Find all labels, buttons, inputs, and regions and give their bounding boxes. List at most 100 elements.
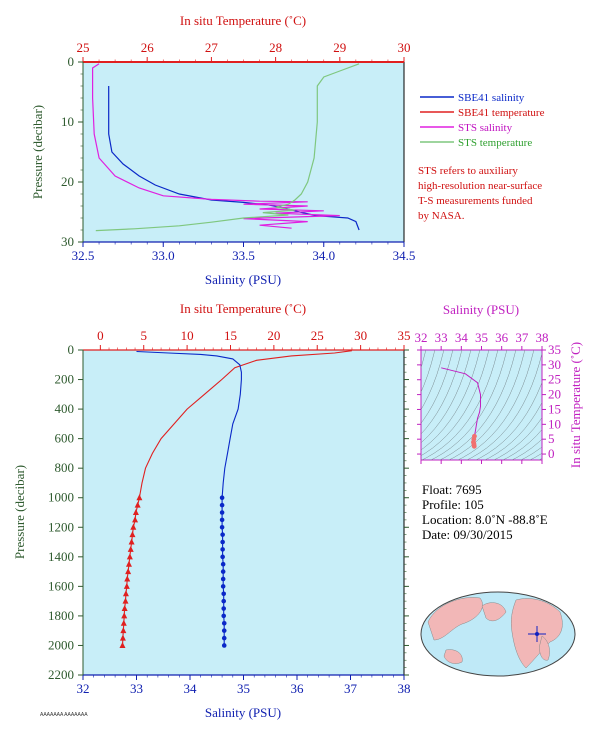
ts-salinity-tick-label: 38 — [536, 330, 549, 345]
top-salinity-tick-label: 34.5 — [393, 248, 416, 263]
note-line-4: by NASA. — [418, 210, 465, 222]
bottom-salinity-marker — [219, 510, 225, 515]
bottom-temperature-marker — [125, 568, 132, 575]
ts-isopycnal — [457, 350, 535, 460]
ts-isopycnal — [421, 350, 454, 424]
top-temperature-tick-label: 26 — [141, 40, 155, 55]
bottom-temperature-tick-label: 35 — [398, 328, 411, 343]
ts-isopycnal — [529, 452, 542, 460]
top-salinity-tick-label: 34.0 — [312, 248, 335, 263]
top-temperature-tick-label: 25 — [77, 40, 90, 55]
bottom-salinity-tick-label: 34 — [184, 681, 198, 696]
ts-temperature-tick-label: 35 — [548, 342, 561, 357]
legend-label-sbe41-salinity: SBE41 salinity — [458, 92, 525, 104]
top-pressure-tick-label: 10 — [61, 114, 74, 129]
bottom-temperature-marker — [127, 545, 134, 552]
footer-text: AAAAAAA AAAAAAA — [40, 712, 88, 718]
ts-salinity-axis-label: Salinity (PSU) — [443, 302, 519, 317]
ts-temperature-tick-label: 5 — [548, 431, 555, 446]
legend: SBE41 salinity SBE41 temperature STS sal… — [418, 92, 545, 222]
ts-salinity-tick-label: 35 — [475, 330, 488, 345]
bottom-pressure-tick-label: 800 — [55, 460, 75, 475]
bottom-temperature-axis-label: In situ Temperature (˚C) — [180, 301, 306, 316]
bottom-temperature-marker — [122, 597, 129, 604]
bottom-pressure-tick-label: 1000 — [48, 490, 74, 505]
top-plot-area — [82, 61, 405, 243]
bottom-temperature-marker — [123, 582, 130, 589]
bottom-salinity-tick-label: 33 — [130, 681, 143, 696]
top-pressure-axis-label: Pressure (decibar) — [30, 105, 45, 199]
ts-isopycnal — [421, 350, 490, 457]
bottom-salinity-marker — [219, 517, 225, 523]
top-series-sts-temperature — [95, 63, 360, 232]
bottom-salinity-marker — [220, 584, 226, 589]
profile-number: Profile: 105 — [422, 497, 484, 512]
ts-isopycnal — [421, 350, 499, 460]
ts-isopycnal — [511, 438, 542, 460]
date: Date: 09/30/2015 — [422, 527, 513, 542]
top-salinity-axis-label: Salinity (PSU) — [205, 272, 281, 287]
bottom-temperature-tick-label: 5 — [140, 328, 147, 343]
bottom-salinity-marker — [221, 598, 227, 604]
bottom-temperature-tick-label: 30 — [354, 328, 367, 343]
bottom-temperature-marker — [120, 619, 127, 626]
bottom-temperature-tick-label: 0 — [97, 328, 104, 343]
bottom-pressure-tick-label: 1600 — [48, 578, 74, 593]
top-series-sts-salinity — [91, 63, 340, 229]
ts-isopycnals — [421, 350, 542, 460]
bottom-salinity-marker — [219, 524, 225, 530]
bottom-plot-area — [82, 349, 405, 676]
bottom-temperature-marker — [121, 605, 128, 612]
note-line-3: T-S measurements funded — [418, 195, 533, 207]
ts-temperature-tick-label: 15 — [548, 401, 561, 416]
top-temperature-tick-label: 28 — [269, 40, 282, 55]
ts-isopycnal — [484, 401, 542, 460]
ts-isopycnal — [430, 350, 508, 460]
bottom-pressure-tick-label: 1800 — [48, 608, 74, 623]
bottom-temperature-marker — [136, 494, 143, 501]
ts-isopycnal — [421, 350, 445, 410]
bottom-temperature-line — [121, 350, 352, 646]
top-salinity-tick-label: 32.5 — [72, 248, 95, 263]
bottom-salinity-tick-label: 35 — [237, 681, 250, 696]
float-info: Float: 7695 Profile: 105 Location: 8.0˚N… — [422, 482, 548, 542]
bottom-pressure-tick-label: 1400 — [48, 549, 74, 564]
bottom-pressure-tick-label: 600 — [55, 431, 75, 446]
ts-salinity-tick-label: 34 — [455, 330, 469, 345]
top-salinity-tick-label: 33.5 — [232, 248, 255, 263]
ts-salinity-tick-label: 37 — [515, 330, 529, 345]
bottom-salinity-axis-label: Salinity (PSU) — [205, 705, 281, 720]
ts-temperature-tick-label: 25 — [548, 372, 561, 387]
bottom-temperature-marker — [122, 590, 129, 597]
bottom-temperature-tick-label: 10 — [181, 328, 194, 343]
bottom-salinity-marker — [219, 495, 225, 501]
bottom-salinity-marker — [220, 561, 226, 567]
ts-temperature-tick-label: 30 — [548, 357, 561, 372]
legend-label-sts-salinity: STS salinity — [458, 122, 513, 134]
bottom-series-group — [119, 350, 352, 648]
bottom-salinity-marker — [221, 643, 227, 648]
top-series-sbe41-salinity — [108, 86, 360, 231]
ts-isopycnal — [421, 350, 427, 369]
bottom-temperature-marker — [120, 627, 127, 634]
bottom-temperature-tick-label: 25 — [311, 328, 324, 343]
bottom-temperature-marker — [132, 516, 139, 523]
bottom-salinity-marker — [221, 635, 227, 641]
bottom-salinity-tick-label: 38 — [398, 681, 411, 696]
bottom-salinity-marker — [221, 591, 227, 597]
legend-label-sts-temperature: STS temperature — [458, 137, 532, 149]
ts-temperature-axis-label: In situ Temperature (˚C) — [568, 342, 583, 468]
bottom-temperature-tick-label: 20 — [267, 328, 280, 343]
bottom-pressure-tick-label: 1200 — [48, 519, 74, 534]
top-pressure-tick-label: 0 — [68, 54, 75, 69]
bottom-salinity-marker — [221, 628, 227, 633]
ts-salinity-tick-label: 33 — [435, 330, 448, 345]
top-panel: 32.5 33.0 33.5 34.0 34.525 26 27 28 29 300102030 … — [30, 13, 415, 287]
bottom-salinity-marker — [220, 569, 226, 574]
ts-isopycnal — [475, 381, 542, 460]
world-map-icon — [420, 591, 576, 677]
ts-salinity-tick-label: 32 — [415, 330, 428, 345]
bottom-temperature-marker — [119, 634, 126, 641]
